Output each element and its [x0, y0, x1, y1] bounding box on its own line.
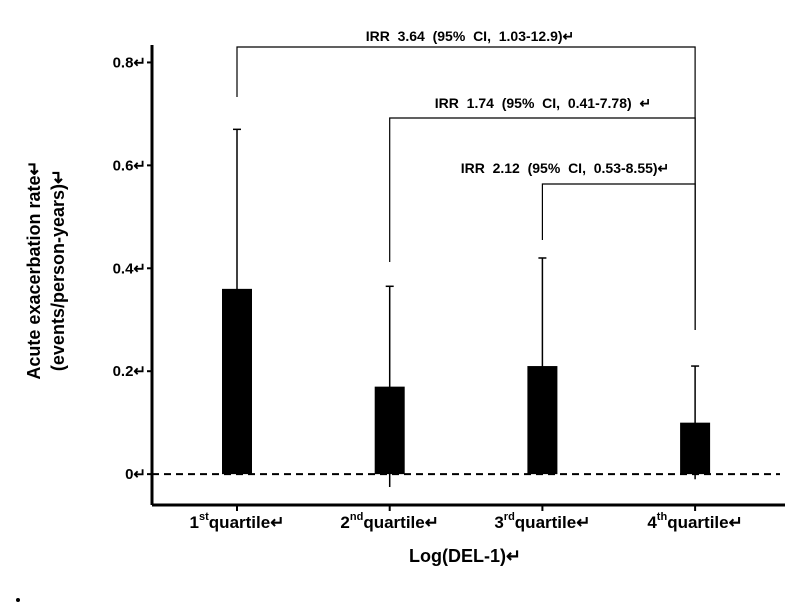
bracket [541, 183, 696, 300]
category-word: quartile↵ [209, 513, 285, 532]
category-suffix: nd [350, 511, 363, 523]
x-tick-label: 4thquartile↵ [647, 511, 743, 532]
bar [527, 366, 558, 475]
bar [374, 386, 405, 475]
x-axis-label: Log(DEL-1)↵ [409, 546, 521, 566]
category-word: quartile↵ [667, 513, 743, 532]
y-tick-label: 0.2↵ [113, 363, 146, 380]
bracket [236, 46, 696, 330]
y-axis-label: Acute exacerbation rate↵ [24, 160, 44, 379]
y-tick-label: 0.8↵ [113, 54, 146, 71]
annotation: IRR 2.12 (95% CI, 0.53-8.55)↵ [461, 160, 670, 176]
bullet [16, 598, 20, 602]
category-word: quartile↵ [363, 513, 439, 532]
x-tick-label: 1stquartile↵ [190, 511, 285, 532]
annotation: IRR 1.74 (95% CI, 0.41-7.78) ↵ [435, 95, 651, 111]
category-word: quartile↵ [515, 513, 591, 532]
x-tick-label: 2ndquartile↵ [340, 511, 439, 532]
bar [680, 422, 711, 475]
category-suffix: st [199, 511, 209, 523]
category-suffix: rd [504, 511, 515, 523]
category-suffix: th [657, 511, 668, 523]
y-tick-label: 0↵ [125, 466, 146, 483]
annotation: IRR 3.64 (95% CI, 1.03-12.9)↵ [366, 28, 575, 44]
category-ordinal: 2 [340, 513, 349, 532]
category-ordinal: 1 [190, 513, 199, 532]
x-tick-label: 3rdquartile↵ [494, 511, 590, 532]
y-tick-label: 0.4↵ [113, 260, 146, 277]
bar [222, 288, 252, 475]
y-tick-label: 0.6↵ [113, 157, 146, 174]
category-ordinal: 4 [647, 513, 657, 532]
y-axis-label: (events/person-years)↵ [48, 169, 68, 371]
category-ordinal: 3 [494, 513, 503, 532]
